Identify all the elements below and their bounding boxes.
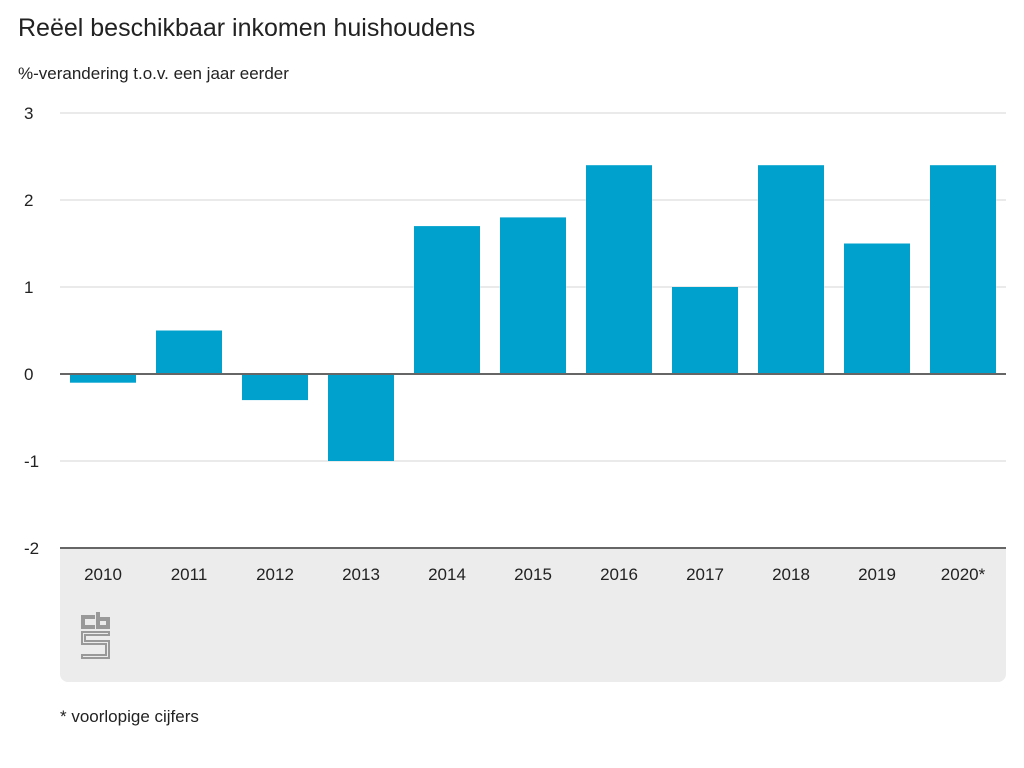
bar xyxy=(156,330,222,374)
x-tick-label: 2014 xyxy=(428,565,466,584)
chart-title: Reëel beschikbaar inkomen huishoudens xyxy=(18,14,476,42)
x-tick-label: 2020* xyxy=(941,565,986,584)
x-tick-label: 2019 xyxy=(858,565,896,584)
bar xyxy=(328,374,394,461)
cbs-logo xyxy=(81,612,110,659)
bar xyxy=(242,374,308,401)
bar xyxy=(758,165,824,374)
x-tick-label: 2011 xyxy=(171,565,208,584)
x-tick-label: 2018 xyxy=(772,565,810,584)
bar xyxy=(500,217,566,374)
y-axis-label: %-verandering t.o.v. een jaar eerder xyxy=(18,64,289,83)
x-tick-label: 2012 xyxy=(256,565,294,584)
x-tick-label: 2016 xyxy=(600,565,638,584)
x-tick-label: 2013 xyxy=(342,565,380,584)
bar xyxy=(414,226,480,374)
x-tick-label: 2015 xyxy=(514,565,552,584)
bar xyxy=(930,165,996,374)
y-tick-label: -2 xyxy=(24,539,39,558)
y-tick-label: 2 xyxy=(24,191,33,210)
y-tick-label: 1 xyxy=(24,278,33,297)
footnote: * voorlopige cijfers xyxy=(60,707,199,726)
y-tick-label: -1 xyxy=(24,452,39,471)
x-tick-label: 2010 xyxy=(84,565,122,584)
bar xyxy=(586,165,652,374)
bar xyxy=(70,374,136,383)
x-axis-panel xyxy=(60,548,1006,682)
bar xyxy=(672,287,738,374)
bar xyxy=(844,243,910,374)
y-tick-label: 3 xyxy=(24,104,33,123)
x-tick-label: 2017 xyxy=(686,565,724,584)
y-tick-label: 0 xyxy=(24,365,33,384)
